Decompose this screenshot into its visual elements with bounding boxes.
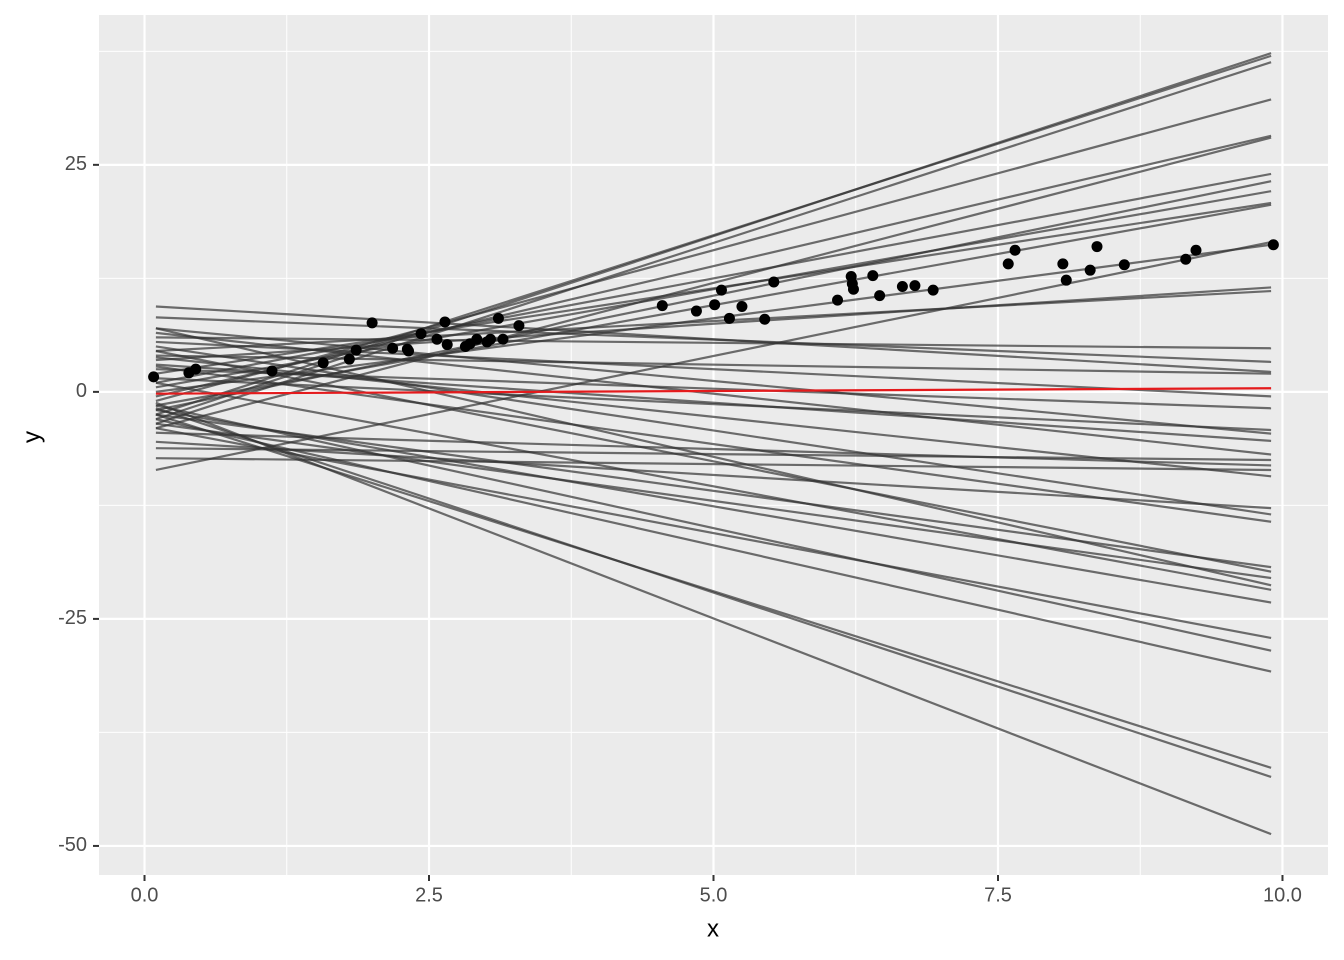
point [403,345,415,357]
point [366,317,378,329]
y-axis-title: y [18,431,45,443]
point [1091,241,1103,253]
prior-line [155,427,1272,640]
point [690,305,702,317]
point [715,284,727,296]
point [874,290,886,302]
prior-line [155,407,1272,778]
prior-line [155,305,1272,373]
point [1009,244,1021,256]
prior-line [155,418,1272,673]
point [1002,258,1014,270]
prior-line [155,286,1272,362]
point [709,299,721,311]
point [832,294,844,306]
point [927,284,939,296]
point [471,333,483,345]
point [723,312,735,324]
point [148,371,160,383]
point [867,270,879,282]
point [431,333,443,345]
prior-line [155,136,1272,430]
prior-line [155,327,1272,587]
point [1084,264,1096,276]
prior-line [155,408,1272,604]
x-tick-label: 0.0 [131,884,159,906]
point [1180,253,1192,265]
x-axis-title: x [707,915,719,942]
prior-line [155,356,1272,478]
point [350,344,362,356]
point [1060,274,1072,286]
point [847,283,859,295]
prior-line [155,327,1272,435]
x-tick-label: 2.5 [415,884,443,906]
point [441,339,453,351]
point [656,300,668,312]
point [736,301,748,313]
point [1190,244,1202,256]
prior-line [155,404,1272,652]
prior-line [155,61,1272,425]
prior-line [155,354,1272,375]
prior-line [155,289,1272,353]
point [439,316,451,328]
y-tick-label: -50 [58,834,87,856]
point [1267,239,1279,251]
prior-line [155,431,1272,467]
point [497,333,509,345]
prior-line [155,381,1272,591]
y-tick-label: 0 [76,380,87,402]
fit-line [155,387,1272,395]
point [759,313,771,325]
point [387,342,399,354]
point [513,320,525,332]
prior-line [155,331,1272,456]
point [1118,259,1130,271]
prior-line [155,240,1272,472]
prior-line [155,345,1272,516]
prior-line [155,422,1272,580]
point [343,353,355,365]
prior-line [155,340,1272,398]
point [896,281,908,293]
point [317,357,329,369]
prior-line [155,401,1272,836]
x-tick-label: 10.0 [1263,884,1302,906]
point [415,328,427,340]
point [909,280,921,292]
prior-line [155,368,1272,410]
prior-line [155,440,1272,510]
x-tick-label: 7.5 [984,884,1012,906]
point [1057,258,1069,270]
y-tick-label: -25 [58,607,87,629]
point [492,312,504,324]
prior-line [155,349,1272,573]
point [190,363,202,375]
prior-line [155,413,1272,769]
point [266,365,278,377]
y-tick-label: 25 [65,153,87,175]
point [768,276,780,288]
x-tick-label: 5.0 [700,884,728,906]
point [484,333,496,345]
prior-line [155,336,1272,350]
